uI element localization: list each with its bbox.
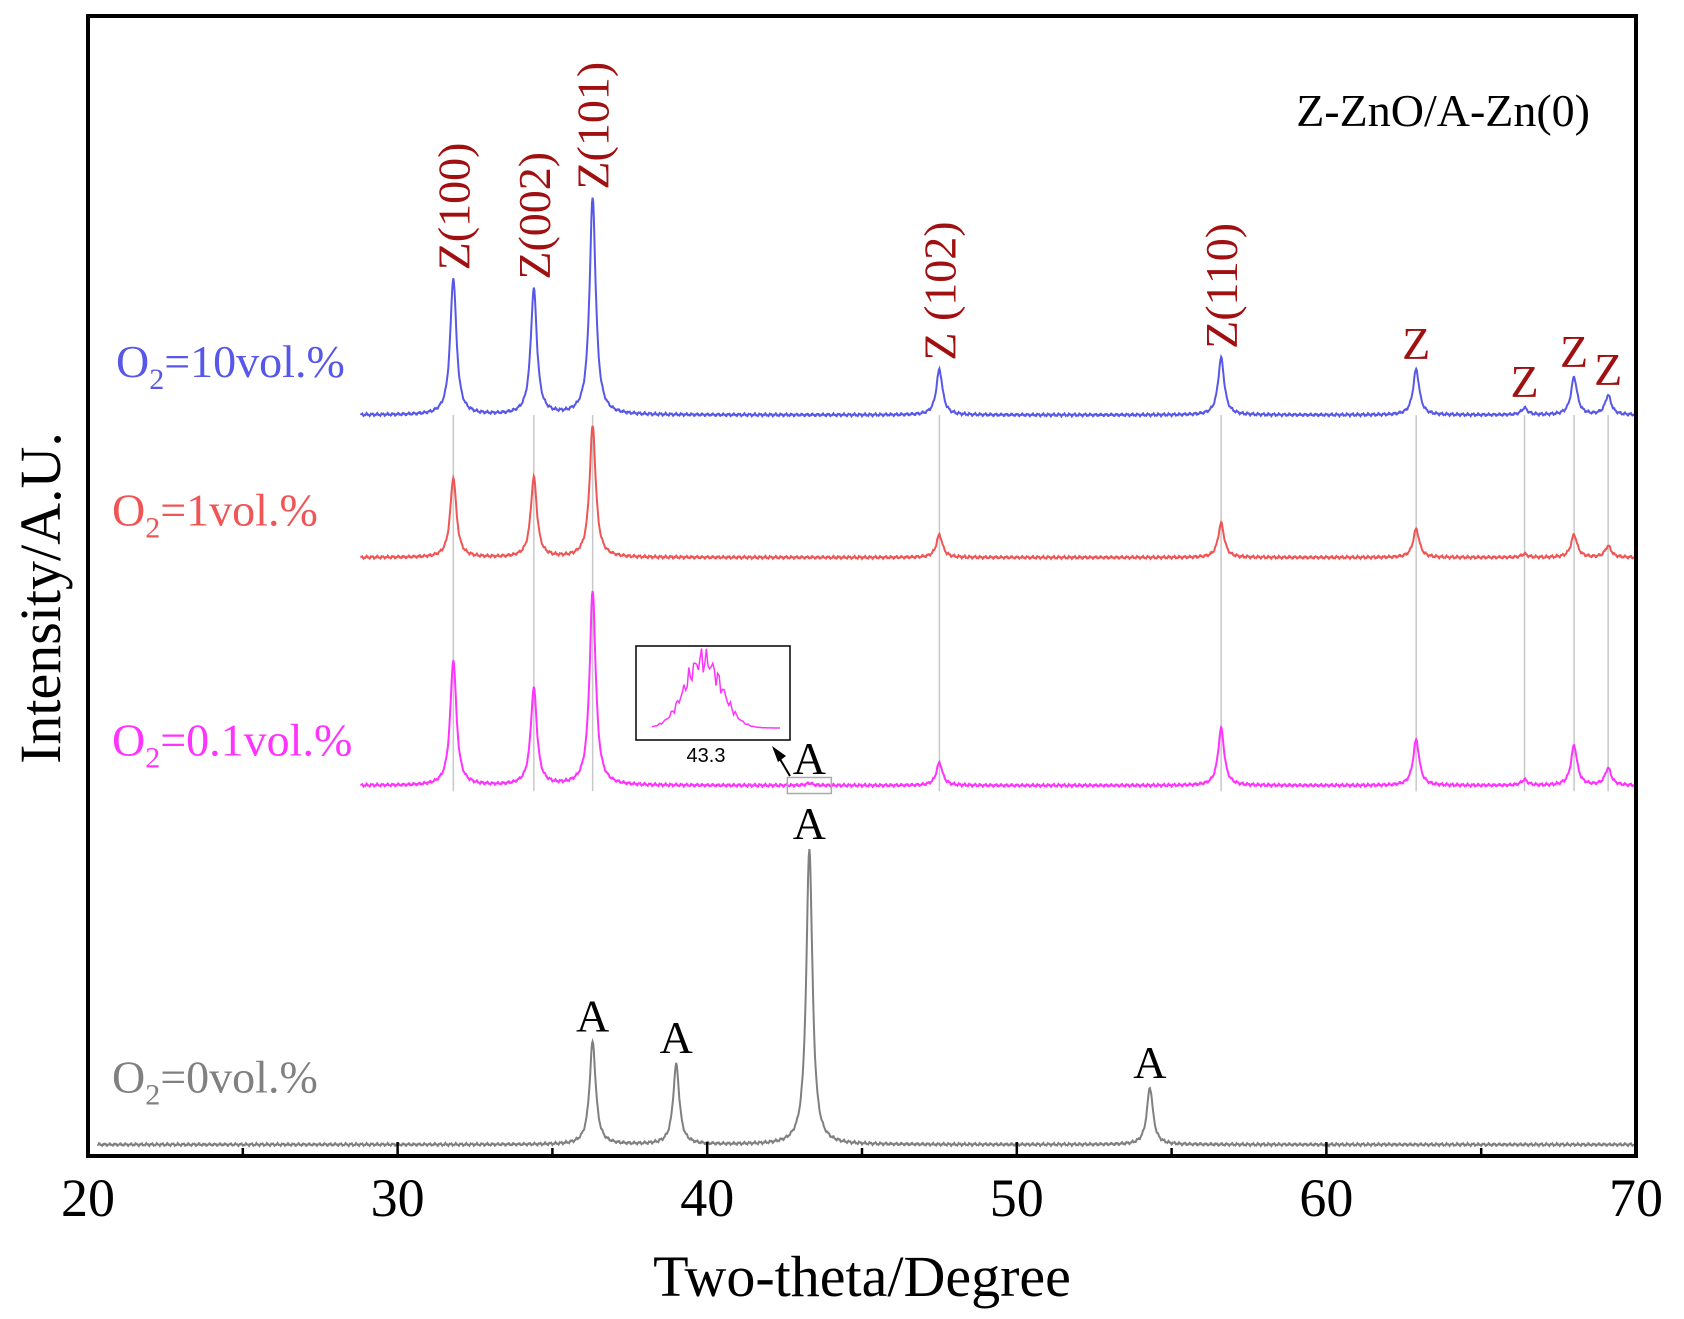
plot-frame — [86, 14, 1638, 1158]
peak-labels: Z(100) Z(002)Z(101)Z (102) Z(110) ZZZ ZAA AAA — [428, 62, 1622, 1088]
peak-label: Z — [1510, 356, 1538, 407]
x-axis-ticks: 20 30 40 50 60 70 — [61, 1142, 1663, 1228]
series-label-3: O2=0.1vol.% — [112, 715, 352, 775]
inset-source-box — [786, 776, 833, 795]
peak-label: A — [576, 991, 609, 1042]
reference-lines — [452, 415, 1609, 792]
peak-label: Z (102) — [914, 221, 965, 360]
x-tick-label: 30 — [371, 1168, 425, 1228]
peak-label: Z(101) — [568, 62, 619, 190]
series-line-1 — [359, 197, 1637, 419]
inset-zoom: 43.3 — [635, 645, 833, 795]
inset-pointer-head — [772, 746, 786, 762]
series-labels: O2=10vol.% O2=1vol.% O2=0.1vol.% O2=0vol.% — [112, 336, 352, 1112]
peak-label: Z(100) — [428, 143, 479, 271]
chart-annotation: Z-ZnO/A-Zn(0) — [1296, 85, 1590, 136]
series-label-2: O2=1vol.% — [112, 485, 318, 545]
peak-label: A — [793, 798, 826, 849]
inset-curve — [651, 648, 780, 729]
peak-label: Z — [1402, 318, 1430, 369]
x-tick-label: 50 — [990, 1168, 1044, 1228]
series-label-1: O2=10vol.% — [116, 336, 345, 396]
series-line-3 — [359, 590, 1637, 789]
y-axis-title: Intensity/A.U. — [8, 432, 73, 764]
series-label-4: O2=0vol.% — [112, 1052, 318, 1112]
x-tick-label: 70 — [1609, 1168, 1663, 1228]
peak-label: A — [660, 1012, 693, 1063]
peak-label: Z — [1560, 326, 1588, 377]
series-group — [96, 197, 1637, 1148]
x-axis-title: Two-theta/Degree — [653, 1244, 1071, 1309]
peak-label: Z — [1594, 344, 1622, 395]
series-line-4 — [96, 849, 1637, 1148]
peak-label: Z(002) — [509, 152, 560, 280]
series-line-2 — [359, 425, 1637, 561]
x-tick-label: 40 — [680, 1168, 734, 1228]
x-tick-label: 20 — [61, 1168, 115, 1228]
peak-label: A — [793, 733, 826, 784]
peak-label: Z(110) — [1196, 223, 1247, 349]
inset-tick-label: 43.3 — [687, 745, 726, 767]
x-tick-label: 60 — [1299, 1168, 1353, 1228]
inset-frame — [635, 645, 791, 741]
peak-label: A — [1133, 1037, 1166, 1088]
